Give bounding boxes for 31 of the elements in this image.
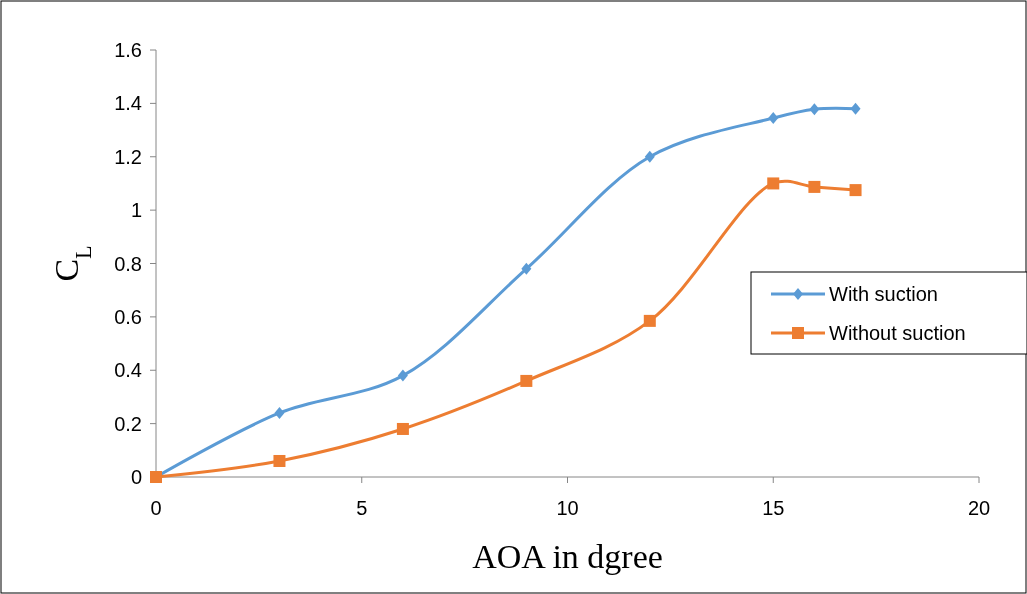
y-tick-label: 0.2 [114, 412, 142, 435]
y-tick-label: 0.8 [114, 252, 142, 275]
x-tick-label: 10 [556, 497, 579, 519]
x-tick-label: 15 [762, 497, 785, 519]
y-tick-label: 0 [130, 466, 142, 488]
y-tick-label: 1.6 [114, 39, 142, 61]
point [767, 177, 780, 190]
point [273, 454, 286, 467]
y-tick-label: 1.2 [114, 145, 142, 168]
x-tick-label: 0 [150, 497, 162, 519]
y-tick-label: 0.6 [114, 305, 142, 328]
point [644, 150, 655, 163]
point [520, 374, 533, 387]
point [397, 369, 408, 382]
point [808, 180, 821, 193]
y-tick-label: 1 [130, 199, 142, 222]
point [396, 422, 409, 435]
legend-label: With suction [829, 283, 938, 305]
x-tick-label: 5 [356, 497, 368, 519]
point [274, 406, 285, 419]
point [768, 112, 779, 125]
x-tick-label: 20 [967, 497, 991, 519]
legend-label: Without suction [829, 322, 966, 344]
point [849, 184, 862, 197]
point [643, 314, 656, 327]
point [521, 262, 532, 275]
x-axis-title: AOA in dgree [472, 538, 663, 575]
y-tick-label: 0.4 [114, 359, 142, 382]
point [850, 102, 861, 115]
y-tick-label: 1.4 [114, 92, 142, 115]
point [809, 103, 820, 116]
